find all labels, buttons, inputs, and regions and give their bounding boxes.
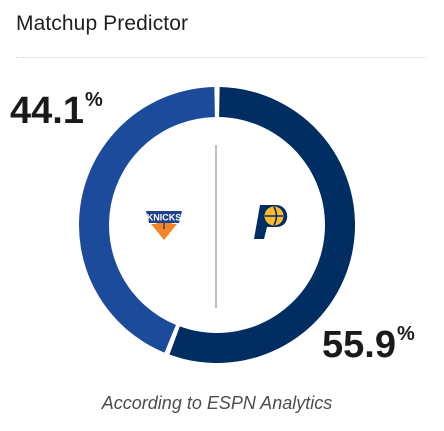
pacers-logo-icon (254, 205, 288, 239)
knicks-logo-text: KNICKS (147, 213, 182, 223)
away-win-percentage: 44.1% (10, 89, 103, 132)
home-percent-sign: % (396, 323, 415, 345)
knicks-logo-icon: KNICKS (146, 211, 182, 240)
source-attribution: According to ESPN Analytics (101, 393, 333, 413)
widget-title: Matchup Predictor (16, 12, 189, 35)
donut-segment-knicks (79, 87, 215, 353)
away-percent-sign: % (84, 89, 103, 111)
home-win-pct-value: 55.9 (322, 324, 396, 366)
donut-segment-pacers (169, 87, 355, 363)
title-divider (16, 57, 426, 58)
away-win-pct-value: 44.1 (10, 90, 84, 132)
home-win-percentage: 55.9% (322, 323, 415, 366)
